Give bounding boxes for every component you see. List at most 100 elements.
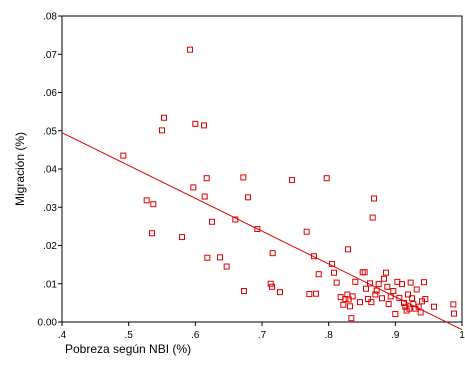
y-tick-label: .07: [43, 50, 57, 61]
data-point: [223, 263, 230, 270]
y-axis-title: Migración (%): [13, 132, 27, 206]
data-point: [201, 122, 207, 129]
y-tick-label: .05: [43, 126, 57, 137]
data-point: [204, 254, 211, 261]
data-point: [187, 46, 193, 53]
data-point: [203, 175, 210, 182]
data-point: [363, 285, 369, 292]
x-tick-label: .6: [191, 330, 200, 341]
data-point: [303, 228, 310, 235]
data-point: [421, 279, 427, 286]
data-point: [431, 303, 437, 310]
data-point: [190, 184, 197, 191]
data-point: [269, 283, 275, 290]
data-point: [372, 291, 379, 298]
regression-line: [61, 132, 463, 331]
data-point: [401, 299, 407, 306]
data-point: [384, 283, 391, 290]
y-tick-label: .02: [43, 241, 57, 252]
data-point: [323, 175, 330, 182]
data-point: [383, 269, 389, 276]
data-point: [379, 295, 385, 302]
data-point: [415, 303, 422, 310]
data-point: [385, 301, 392, 308]
data-point: [150, 201, 157, 208]
data-point: [450, 301, 457, 308]
data-point: [417, 309, 424, 316]
y-tick-label: .04: [43, 165, 57, 176]
data-point: [245, 194, 251, 201]
y-tick-label: .08: [43, 12, 57, 23]
x-tick-label: .5: [124, 330, 133, 341]
data-point: [289, 177, 295, 184]
data-point: [368, 299, 375, 306]
data-point: [329, 260, 335, 267]
data-point: [269, 250, 276, 257]
data-point: [365, 296, 371, 303]
data-point: [232, 216, 239, 223]
data-point: [381, 275, 387, 282]
y-tick-label: .01: [43, 279, 57, 290]
data-point: [361, 269, 368, 276]
data-point: [254, 226, 261, 233]
data-point: [159, 127, 165, 134]
data-point: [348, 315, 355, 322]
data-point: [315, 271, 322, 278]
data-point: [369, 214, 376, 221]
data-point: [149, 230, 155, 237]
y-tick-label: .06: [43, 88, 57, 99]
data-point: [392, 310, 399, 317]
data-point: [333, 279, 340, 286]
data-point: [451, 310, 457, 317]
data-point: [399, 281, 405, 288]
data-point: [241, 288, 247, 295]
data-point: [217, 254, 223, 261]
data-point: [161, 114, 167, 121]
x-tick-label: .4: [58, 330, 67, 341]
data-point: [371, 195, 377, 202]
data-points: [120, 46, 457, 322]
data-point: [409, 295, 415, 302]
data-point: [345, 296, 352, 303]
data-point: [422, 296, 429, 303]
data-point: [413, 286, 420, 293]
y-tick-label: .03: [43, 203, 57, 214]
y-tick-label: 0.00: [38, 318, 58, 329]
x-axis-title: Pobreza según NBI (%): [65, 342, 191, 356]
data-point: [313, 290, 319, 297]
data-point: [412, 305, 419, 312]
data-point: [347, 303, 353, 310]
data-point: [143, 197, 150, 204]
data-point: [352, 278, 359, 285]
data-point: [357, 299, 363, 306]
data-point: [349, 293, 356, 300]
data-point: [306, 291, 313, 298]
data-point: [277, 289, 283, 296]
data-point: [267, 280, 274, 287]
data-point: [209, 218, 215, 225]
data-point: [179, 234, 185, 241]
data-point: [345, 246, 351, 253]
data-point: [405, 291, 411, 298]
x-tick-label: .7: [258, 330, 267, 341]
data-point: [201, 193, 208, 200]
data-point: [402, 303, 409, 310]
data-point: [240, 174, 247, 181]
data-point: [390, 288, 397, 295]
plot-frame: [61, 15, 463, 323]
data-point: [367, 280, 373, 287]
x-tick-label: .9: [391, 330, 400, 341]
data-point: [340, 301, 347, 308]
data-point: [311, 253, 317, 260]
data-point: [396, 294, 403, 301]
data-point: [375, 281, 382, 288]
x-tick-label: 1: [459, 330, 465, 341]
data-point: [331, 269, 337, 276]
x-axis: .4 .5 .6 .7 .8 .9 1: [58, 322, 465, 341]
data-point: [192, 120, 199, 127]
data-point: [373, 287, 380, 294]
data-point: [120, 152, 127, 159]
x-tick-label: .8: [324, 330, 333, 341]
data-point: [406, 305, 413, 312]
